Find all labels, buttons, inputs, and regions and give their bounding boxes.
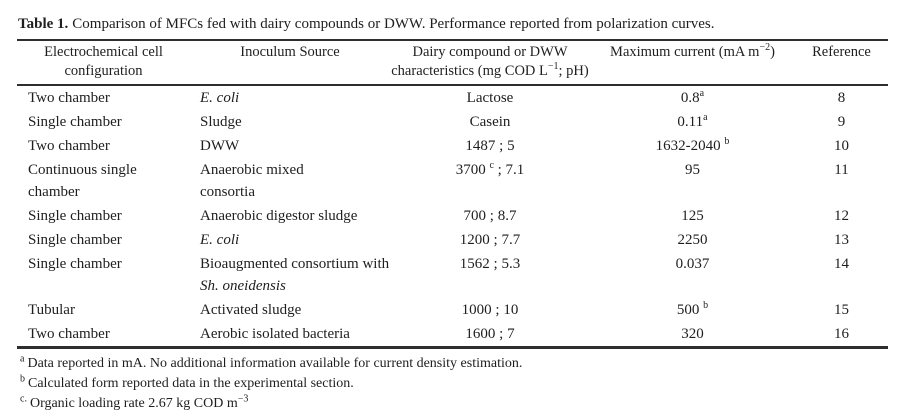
cell-characteristics: 1200 ; 7.7 [459,232,521,248]
cell-reference: 11 [834,162,849,178]
col-header-inoculum: Inoculum Source [240,44,340,60]
cell-inoculum: Sludge [200,114,242,130]
cell-characteristics: 1487 ; 5 [465,138,515,154]
cell-reference: 15 [834,302,849,318]
superscript: a [703,112,708,123]
table-row: Single chamber Sludge Casein 0.11a 9 [17,110,888,134]
cell-inoculum: E. coli [200,232,240,248]
col-header-reference: Reference [812,44,871,60]
cell-reference: 12 [834,208,849,224]
cell-config: Two chamber [28,138,110,154]
footnote-c: c. Organic loading rate 2.67 kg COD m−3 [20,393,249,411]
cell-inoculum: Anaerobic mixed consortia [200,162,304,200]
cell-characteristics: 1600 ; 7 [465,326,515,342]
cell-max-current: 95 [685,162,700,178]
cell-max-current: 0.11a [677,112,708,131]
cell-inoculum: Activated sludge [200,302,302,318]
col-header-max-current: Maximum current (mA m−2) [610,42,775,60]
cell-max-current: 125 [681,208,704,224]
superscript: a [20,353,25,365]
table-caption-text: Comparison of MFCs fed with dairy compou… [72,16,715,32]
cell-max-current: 0.037 [675,256,710,272]
table-row: Two chamber DWW 1487 ; 5 1632-2040 b 10 [17,134,888,158]
superscript: −1 [547,61,559,73]
cell-reference: 14 [834,256,849,272]
table-1-block: Table 1. Comparison of MFCs fed with dair… [17,0,888,412]
cell-config: Two chamber [28,326,110,342]
table-caption: Table 1. Comparison of MFCs fed with dair… [18,14,888,35]
cell-inoculum: Bioaugmented consortium with Sh. oneiden… [200,256,390,294]
cell-characteristics: 1000 ; 10 [461,302,519,318]
table-row: Single chamber Bioaugmented consortium w… [17,252,888,298]
superscript: b [20,373,25,385]
superscript: b [703,300,709,311]
cell-reference: 10 [834,138,849,154]
superscript: −3 [237,393,249,405]
cell-config: Single chamber [28,256,122,272]
superscript: −2 [759,42,771,54]
cell-reference: 16 [834,326,849,342]
table-row: Single chamber Anaerobic digestor sludge… [17,204,888,228]
cell-max-current: 0.8a [680,88,705,107]
cell-max-current: 320 [681,326,704,342]
cell-config: Single chamber [28,114,122,130]
table-caption-label: Table 1. [18,16,69,32]
table-footnotes: a Data reported in mA. No additional info… [20,354,888,412]
table-header: Electrochemical cell configuration Inocu… [17,40,888,85]
cell-max-current: 500 b [676,300,709,319]
superscript: c. [20,393,27,405]
cell-characteristics: 700 ; 8.7 [463,208,517,224]
cell-inoculum: Aerobic isolated bacteria [200,326,350,342]
cell-max-current: 1632-2040 b [655,136,730,155]
table-row: Two chamber E. coli Lactose 0.8a 8 [17,85,888,110]
footnote-b: b Calculated form reported data in the ex… [20,373,354,391]
col-header-characteristics: Dairy compound or DWW characteristics (m… [391,44,589,79]
table-row: Tubular Activated sludge 1000 ; 10 500 b… [17,298,888,322]
col-header-config: Electrochemical cell configuration [44,44,163,79]
cell-reference: 8 [837,90,846,106]
table-row: Two chamber Aerobic isolated bacteria 16… [17,322,888,348]
cell-characteristics: 1562 ; 5.3 [459,256,521,272]
cell-characteristics: Lactose [466,90,514,106]
cell-config: Tubular [28,302,75,318]
cell-reference: 13 [834,232,849,248]
superscript: a [699,88,705,99]
cell-config: Single chamber [28,232,122,248]
cell-reference: 9 [837,114,846,130]
comparison-table: Electrochemical cell configuration Inocu… [17,39,888,349]
cell-max-current: 2250 [677,232,708,248]
table-row: Continuous single chamber Anaerobic mixe… [17,158,888,204]
cell-characteristics: Casein [469,114,511,130]
table-row: Single chamber E. coli 1200 ; 7.7 2250 1… [17,228,888,252]
table-body: Two chamber E. coli Lactose 0.8a 8 Singl… [17,85,888,348]
superscript: c [489,160,494,171]
superscript: b [724,136,730,147]
header-row: Electrochemical cell configuration Inocu… [17,40,888,85]
cell-characteristics: 3700 c ; 7.1 [455,160,525,179]
cell-inoculum: Anaerobic digestor sludge [200,208,358,224]
cell-config: Two chamber [28,90,110,106]
cell-inoculum: DWW [200,138,240,154]
cell-inoculum: E. coli [200,90,240,106]
footnote-a: a Data reported in mA. No additional info… [20,353,523,371]
cell-config: Continuous single chamber [28,162,137,200]
cell-config: Single chamber [28,208,122,224]
